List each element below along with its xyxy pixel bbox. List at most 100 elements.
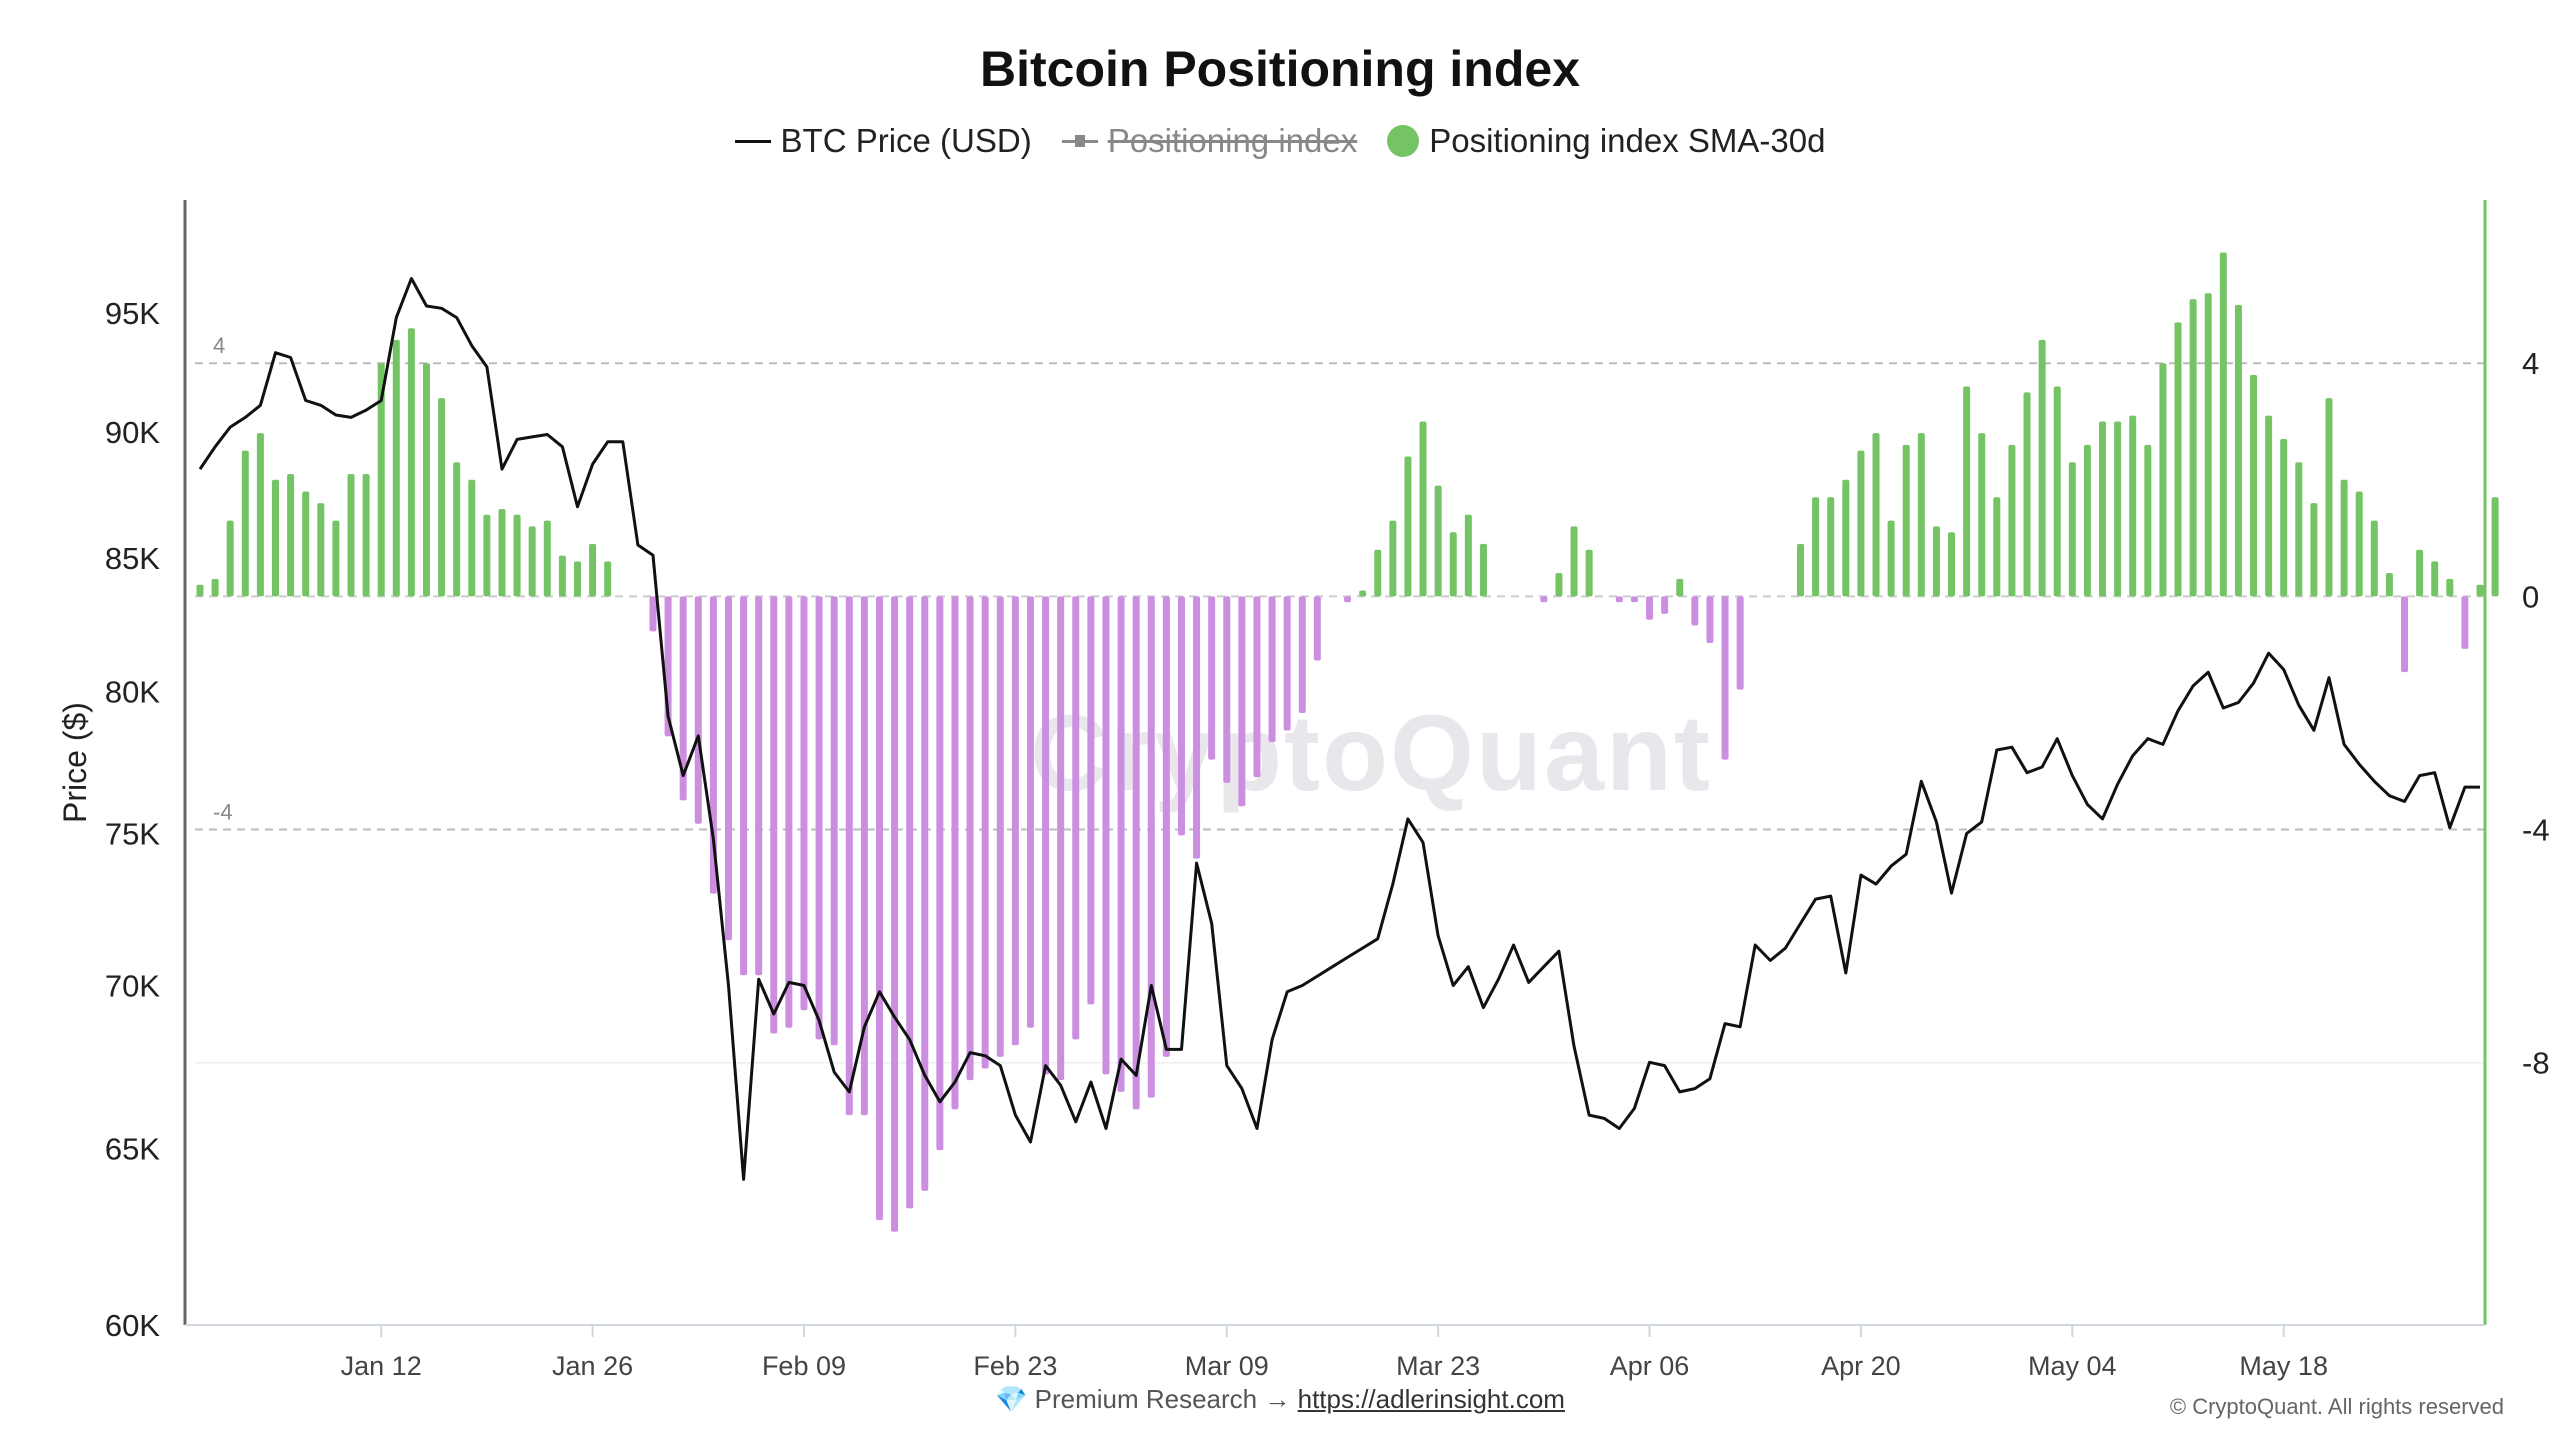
sma-bar — [2204, 293, 2212, 597]
sma-bar — [936, 596, 944, 1151]
y-left-tick-label: 95K — [105, 296, 160, 331]
sma-bar — [1479, 543, 1487, 597]
sma-bar — [513, 514, 521, 597]
sma-bar — [1827, 497, 1835, 597]
sma-bar — [1162, 596, 1170, 1057]
sma-bar — [2174, 322, 2182, 597]
sma-bar — [1721, 596, 1729, 760]
x-tick-label: Jan 12 — [341, 1351, 422, 1381]
sma-bar — [226, 520, 234, 597]
reference-line-label: 4 — [213, 333, 225, 358]
y-right-tick-label: -8 — [2522, 1046, 2550, 1081]
y-right-tick-label: 0 — [2522, 579, 2539, 614]
chart-title: Bitcoin Positioning index — [980, 41, 1580, 97]
sma-bar — [1087, 596, 1095, 1005]
sma-bar — [241, 450, 249, 597]
sma-bar — [875, 596, 883, 1221]
footer: 💎 Premium Research → https://adlerinsigh… — [0, 1384, 2560, 1415]
sma-bar — [1419, 421, 1427, 597]
sma-bar — [1932, 526, 1940, 597]
y-left-tick-label: 60K — [105, 1308, 160, 1343]
chart-legend: BTC Price (USD) Positioning index Positi… — [0, 122, 2560, 160]
sma-bar — [1434, 485, 1442, 597]
sma-bar — [1253, 596, 1261, 778]
legend-item-btc-price[interactable]: BTC Price (USD) — [734, 122, 1032, 160]
sma-bar — [1661, 596, 1669, 614]
y-left-tick-label: 75K — [105, 817, 160, 852]
sma-bar — [1404, 456, 1412, 597]
sma-bar — [1857, 450, 1865, 597]
sma-bars-layer — [196, 252, 2499, 1232]
sma-bar — [407, 328, 415, 597]
legend-item-sma-30d[interactable]: Positioning index SMA-30d — [1387, 122, 1825, 160]
sma-bar — [468, 479, 476, 597]
sma-bar — [2476, 584, 2484, 597]
sma-bar — [1193, 596, 1201, 859]
legend-line-swatch — [734, 139, 771, 143]
price-line-layer — [198, 277, 2480, 1181]
sma-bar — [2038, 339, 2046, 597]
sma-bar — [1555, 573, 1563, 597]
sma-bar — [2008, 444, 2016, 597]
sma-bar — [453, 462, 461, 597]
sma-bar — [1389, 520, 1397, 597]
sma-bar — [1313, 596, 1321, 661]
sma-bar — [1615, 596, 1623, 603]
sma-bar — [1540, 596, 1548, 603]
sma-bar — [1676, 578, 1684, 597]
gem-icon: 💎 — [995, 1384, 1028, 1414]
y-left-tick-label: 85K — [105, 541, 160, 576]
sma-bar — [1706, 596, 1714, 644]
sma-bar — [1464, 514, 1472, 597]
sma-bar — [543, 520, 551, 597]
reference-line-label: -4 — [213, 800, 233, 825]
sma-bar — [649, 596, 657, 632]
x-tick-label: Mar 09 — [1185, 1351, 1269, 1381]
sma-bar — [860, 596, 868, 1116]
research-link[interactable]: https://adlerinsight.com — [1297, 1384, 1565, 1414]
sma-bar — [1042, 596, 1050, 1075]
y-axis-title: Price ($) — [57, 702, 93, 823]
sma-bar — [2250, 374, 2258, 597]
sma-bar — [377, 363, 385, 597]
x-tick-label: Feb 23 — [973, 1351, 1057, 1381]
sma-bar — [2159, 363, 2167, 597]
sma-bar — [1902, 444, 1910, 597]
y-right-tick-label: 4 — [2522, 346, 2539, 381]
sma-bar — [573, 561, 581, 597]
sma-bar — [1449, 532, 1457, 597]
sma-bar — [800, 596, 808, 1011]
copyright-notice: © CryptoQuant. All rights reserved — [2169, 1394, 2504, 1419]
btc-price-line — [198, 277, 2480, 1181]
sma-bar — [2053, 386, 2061, 597]
sma-bar — [2189, 299, 2197, 597]
sma-bar — [966, 596, 974, 1081]
sma-bar — [1026, 596, 1034, 1028]
sma-bar — [1283, 596, 1291, 731]
sma-bar — [2340, 479, 2348, 597]
x-tick-label: Feb 09 — [762, 1351, 846, 1381]
sma-bar — [1072, 596, 1080, 1040]
sma-bar — [996, 596, 1004, 1057]
sma-bar — [1963, 386, 1971, 597]
sma-bar — [694, 596, 702, 824]
sma-bar — [2023, 392, 2031, 597]
sma-bar — [2265, 415, 2273, 597]
legend-item-positioning-index[interactable]: Positioning index — [1061, 122, 1358, 160]
axes-layer — [183, 200, 2487, 1337]
sma-bar — [1630, 596, 1638, 603]
y-left-tick-label: 80K — [105, 674, 160, 709]
sma-bar — [589, 543, 597, 597]
x-tick-label: May 18 — [2239, 1351, 2328, 1381]
sma-bar — [287, 473, 295, 597]
sma-bar — [347, 473, 355, 597]
sma-bar — [2083, 444, 2091, 597]
legend-label-positioning-index: Positioning index — [1107, 122, 1358, 159]
sma-bar — [317, 503, 325, 597]
sma-bar — [2219, 252, 2227, 597]
sma-bar — [1585, 549, 1593, 597]
sma-bar — [196, 584, 204, 597]
sma-bar — [830, 596, 838, 1046]
y-left-tick-label: 90K — [105, 415, 160, 450]
sma-bar — [211, 578, 219, 597]
